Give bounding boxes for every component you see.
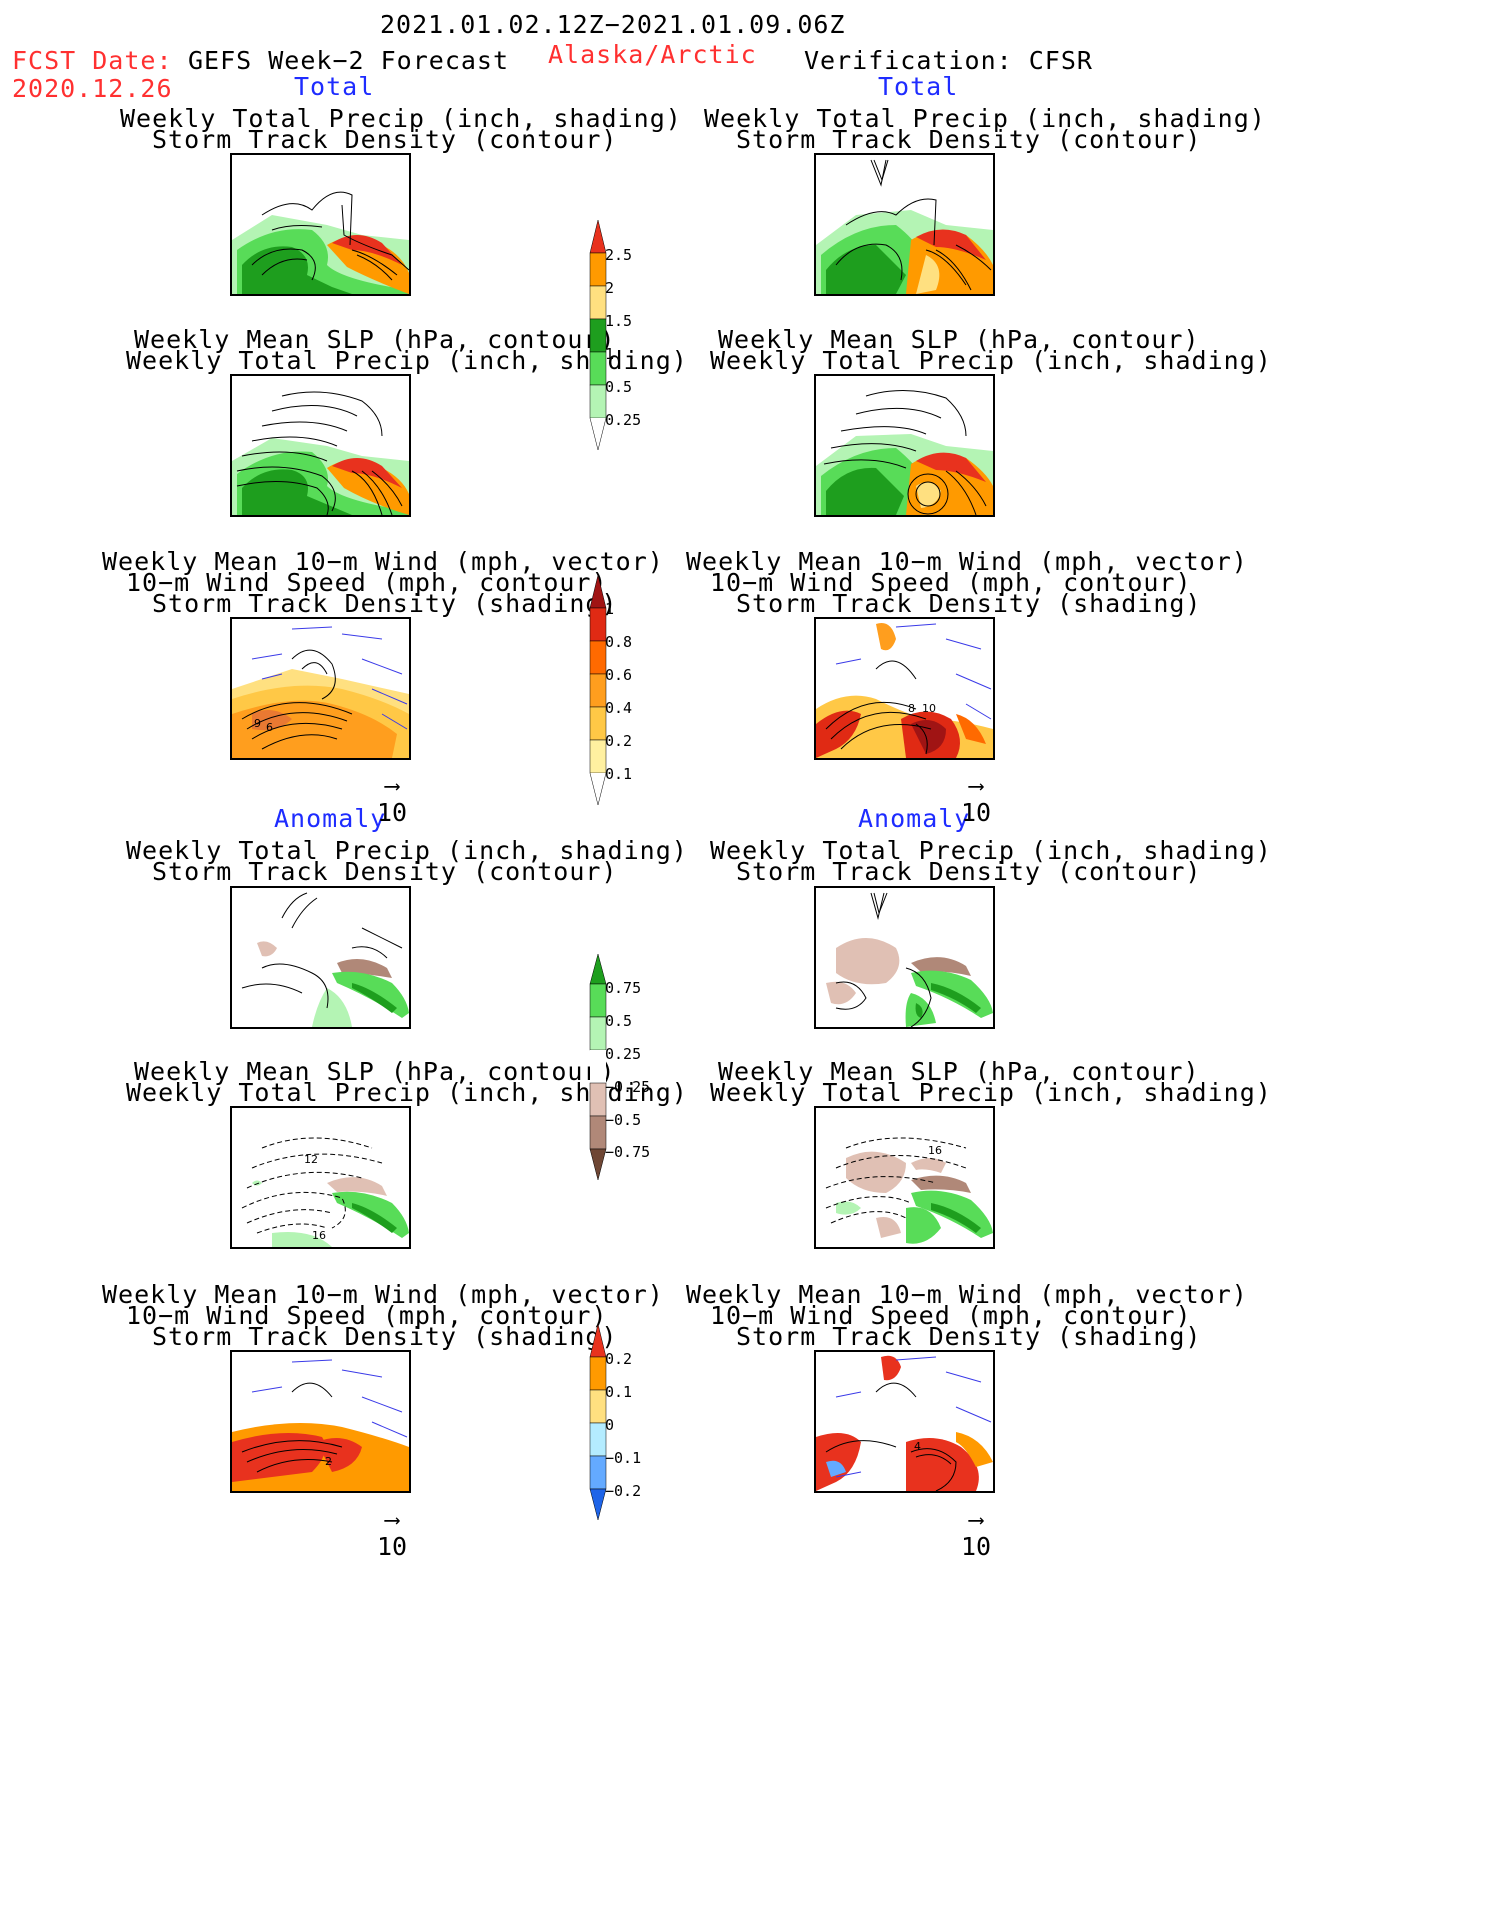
wind-anom-label-2: 2 bbox=[325, 1455, 332, 1468]
right-arrow-icon: ⟶ bbox=[969, 1508, 983, 1533]
cbar1-label-1: 2 bbox=[605, 279, 615, 297]
caption-l6-b: 10−m Wind Speed (mph, contour) bbox=[126, 1301, 608, 1330]
cbar3-label-2: 0.25 bbox=[605, 1045, 642, 1063]
right-total-label: Total bbox=[878, 72, 959, 101]
caption-l5-a: Weekly Mean SLP (hPa, contour) bbox=[134, 1057, 616, 1086]
caption-l6-a: Weekly Mean 10−m Wind (mph, vector) bbox=[102, 1280, 664, 1309]
slp-label-16: 16 bbox=[312, 1229, 326, 1242]
map-left-precip-anom bbox=[230, 886, 411, 1029]
caption-l6-c: Storm Track Density (shading) bbox=[152, 1322, 618, 1351]
vector-scale-right-total: ⟶ 10 bbox=[946, 774, 1006, 828]
map-left-wind-total: 9 6 bbox=[230, 617, 411, 760]
cbar1-label-5: 0.25 bbox=[605, 411, 642, 429]
cbar1-label-0: 2.5 bbox=[605, 246, 633, 264]
caption-l3-a: Weekly Mean 10−m Wind (mph, vector) bbox=[102, 547, 664, 576]
cbar2-label-4: 0.2 bbox=[605, 732, 633, 750]
colorbar-precip-total bbox=[588, 218, 608, 454]
caption-r3-c: Storm Track Density (shading) bbox=[736, 589, 1202, 618]
cbar1-label-4: 0.5 bbox=[605, 378, 633, 396]
caption-r5-b: Weekly Total Precip (inch, shading) bbox=[710, 1078, 1272, 1107]
cbar2-label-3: 0.4 bbox=[605, 699, 633, 717]
fcst-date-label: FCST Date: bbox=[12, 46, 173, 75]
wind-anom-label-4: 4 bbox=[914, 1440, 921, 1453]
cbar3-label-1: 0.5 bbox=[605, 1012, 633, 1030]
slp-label-16r: 16 bbox=[928, 1144, 942, 1157]
caption-l1-a: Weekly Total Precip (inch, shading) bbox=[120, 104, 682, 133]
map-right-wind-total: 8 10 bbox=[814, 617, 995, 760]
caption-r6-a: Weekly Mean 10−m Wind (mph, vector) bbox=[686, 1280, 1248, 1309]
map-right-wind-anom: 4 bbox=[814, 1350, 995, 1493]
caption-l3-c: Storm Track Density (shading) bbox=[152, 589, 618, 618]
caption-l2-b: Weekly Total Precip (inch, shading) bbox=[126, 346, 688, 375]
caption-r3-a: Weekly Mean 10−m Wind (mph, vector) bbox=[686, 547, 1248, 576]
map-left-wind-anom: 2 bbox=[230, 1350, 411, 1493]
cbar1-label-3: 1 bbox=[605, 345, 615, 363]
vector-scale-left-anom: ⟶ 10 bbox=[362, 1508, 422, 1562]
cbar1-label-2: 1.5 bbox=[605, 312, 633, 330]
map-left-precip-total bbox=[230, 153, 411, 296]
map-right-precip-anom bbox=[814, 886, 995, 1029]
caption-r4-b: Storm Track Density (contour) bbox=[736, 857, 1202, 886]
caption-l5-b: Weekly Total Precip (inch, shading) bbox=[126, 1078, 688, 1107]
caption-r4-a: Weekly Total Precip (inch, shading) bbox=[710, 836, 1272, 865]
caption-l1-b: Storm Track Density (contour) bbox=[152, 125, 618, 154]
map-right-slp-total bbox=[814, 374, 995, 517]
fcst-date-value: 2020.12.26 bbox=[12, 74, 173, 103]
wind-label-8: 8 bbox=[908, 702, 915, 715]
verification-title: Verification: CFSR bbox=[804, 46, 1093, 75]
cbar4-label-1: 0.1 bbox=[605, 1383, 633, 1401]
caption-r2-a: Weekly Mean SLP (hPa, contour) bbox=[718, 325, 1200, 354]
colorbar-precip-anom bbox=[588, 952, 608, 1188]
vector-scale-left-total: ⟶ 10 bbox=[362, 774, 422, 828]
caption-l4-b: Storm Track Density (contour) bbox=[152, 857, 618, 886]
caption-r2-b: Weekly Total Precip (inch, shading) bbox=[710, 346, 1272, 375]
map-left-slp-total bbox=[230, 374, 411, 517]
cbar4-label-0: 0.2 bbox=[605, 1350, 633, 1368]
map-right-precip-total bbox=[814, 153, 995, 296]
cbar2-label-0: 1 bbox=[605, 600, 615, 618]
caption-l4-a: Weekly Total Precip (inch, shading) bbox=[126, 836, 688, 865]
left-anomaly-label: Anomaly bbox=[274, 804, 387, 833]
product-title: GEFS Week−2 Forecast bbox=[188, 46, 510, 75]
caption-r1-a: Weekly Total Precip (inch, shading) bbox=[704, 104, 1266, 133]
cbar2-label-1: 0.8 bbox=[605, 633, 633, 651]
right-arrow-icon: ⟶ bbox=[385, 774, 399, 799]
wind-label-10: 10 bbox=[922, 702, 936, 715]
right-arrow-icon: ⟶ bbox=[385, 1508, 399, 1533]
caption-r5-a: Weekly Mean SLP (hPa, contour) bbox=[718, 1057, 1200, 1086]
caption-l2-a: Weekly Mean SLP (hPa, contour) bbox=[134, 325, 616, 354]
caption-r1-b: Storm Track Density (contour) bbox=[736, 125, 1202, 154]
colorbar-track-anom bbox=[588, 1322, 608, 1526]
caption-r6-b: 10−m Wind Speed (mph, contour) bbox=[710, 1301, 1192, 1330]
colorbar-track-total bbox=[588, 573, 608, 809]
cbar4-label-3: −0.1 bbox=[605, 1449, 642, 1467]
slp-label-12: 12 bbox=[304, 1153, 318, 1166]
cbar2-label-2: 0.6 bbox=[605, 666, 633, 684]
cbar4-label-2: 0 bbox=[605, 1416, 615, 1434]
map-left-slp-anom: 12 16 bbox=[230, 1106, 411, 1249]
cbar3-label-4: −0.5 bbox=[605, 1111, 642, 1129]
vector-scale-right-anom: ⟶ 10 bbox=[946, 1508, 1006, 1562]
region-title: Alaska/Arctic bbox=[548, 40, 757, 69]
cbar3-label-0: 0.75 bbox=[605, 979, 642, 997]
cbar2-label-5: 0.1 bbox=[605, 765, 633, 783]
wind-label-6: 6 bbox=[266, 721, 273, 734]
left-total-label: Total bbox=[294, 72, 375, 101]
right-anomaly-label: Anomaly bbox=[858, 804, 971, 833]
map-right-slp-anom: 16 bbox=[814, 1106, 995, 1249]
cbar4-label-4: −0.2 bbox=[605, 1482, 642, 1500]
cbar3-label-5: −0.75 bbox=[605, 1143, 651, 1161]
wind-label-9: 9 bbox=[254, 717, 261, 730]
caption-l3-b: 10−m Wind Speed (mph, contour) bbox=[126, 568, 608, 597]
right-arrow-icon: ⟶ bbox=[969, 774, 983, 799]
period-title: 2021.01.02.12Z−2021.01.09.06Z bbox=[380, 10, 846, 39]
cbar3-label-3: −0.25 bbox=[605, 1078, 651, 1096]
caption-r6-c: Storm Track Density (shading) bbox=[736, 1322, 1202, 1351]
caption-r3-b: 10−m Wind Speed (mph, contour) bbox=[710, 568, 1192, 597]
